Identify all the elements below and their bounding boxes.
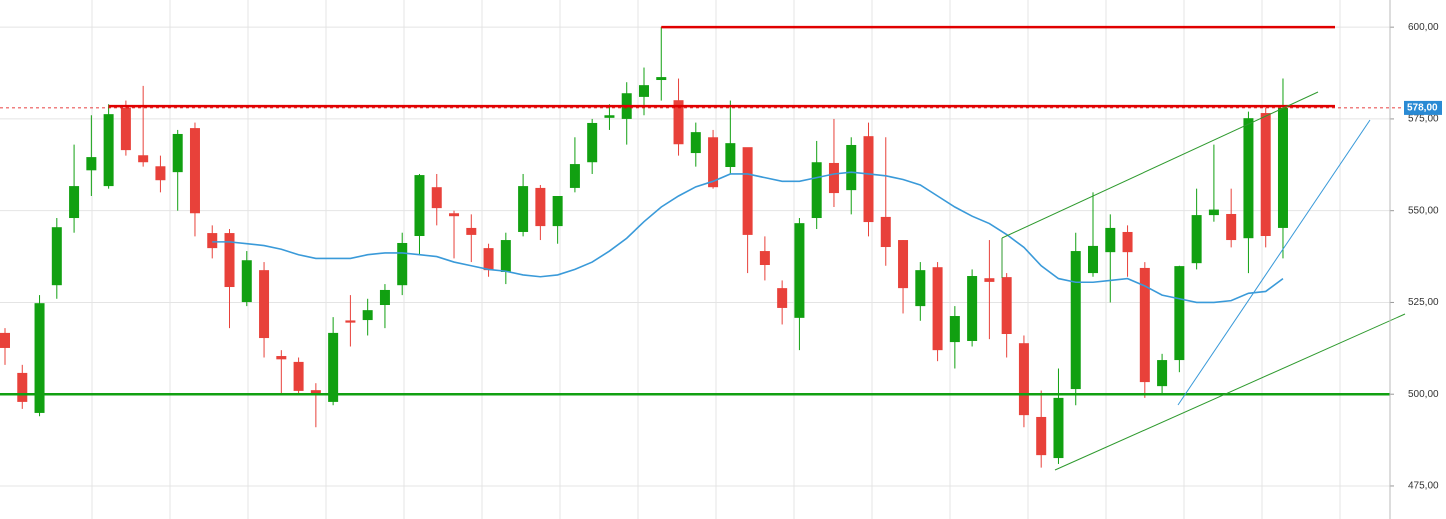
candle-body	[1260, 113, 1271, 237]
candle-body	[1036, 416, 1047, 456]
candle-body	[846, 144, 857, 191]
candle-body	[345, 320, 356, 323]
candle-body	[984, 278, 995, 282]
candle-body	[138, 155, 149, 163]
candle-body	[466, 227, 477, 235]
candle-body	[1122, 231, 1133, 253]
candle-body	[673, 100, 684, 145]
candle-body	[967, 276, 978, 341]
candle-body	[932, 267, 943, 351]
candle-body	[224, 233, 235, 288]
candle-body	[120, 107, 131, 151]
candle-body	[310, 390, 321, 395]
candle-body	[397, 242, 408, 286]
y-tick-label: 550,00	[1408, 205, 1439, 216]
y-tick-label: 500,00	[1408, 389, 1439, 400]
candle-body	[189, 128, 200, 214]
candle-body	[86, 157, 97, 171]
candle-body	[794, 223, 805, 318]
time-grid	[91, 0, 1341, 519]
candle-body	[725, 143, 736, 168]
y-tick-label: 575,00	[1408, 114, 1439, 125]
candle-body	[1191, 215, 1202, 264]
candle-body	[362, 310, 373, 321]
candle-body	[1105, 227, 1116, 253]
candle-body	[742, 147, 753, 235]
candle-body	[690, 132, 701, 154]
candle-body	[1053, 397, 1064, 459]
y-tick-label: 475,00	[1408, 481, 1439, 492]
moving-average	[212, 171, 1284, 304]
candle-body	[0, 332, 10, 348]
candle-body	[1157, 360, 1168, 387]
candle-body	[155, 166, 166, 181]
candle-body	[431, 187, 442, 209]
trend-line	[1001, 91, 1319, 239]
candle-body	[569, 164, 580, 188]
y-tick-label: 600,00	[1408, 22, 1439, 33]
candle-body	[276, 356, 287, 360]
candle-body	[1018, 343, 1029, 416]
candle-body	[863, 136, 874, 223]
plot: 475,00 500,00 525,00 550,00 575,00 600,00 578,…	[0, 22, 1442, 492]
trend-line	[1054, 313, 1406, 471]
candle-body	[638, 85, 649, 97]
candle-body	[915, 270, 926, 307]
candle-body	[587, 122, 598, 163]
candle-body	[708, 137, 719, 188]
candle-body	[1088, 245, 1099, 274]
candle-body	[241, 260, 252, 303]
candle-body	[949, 316, 960, 343]
candle-body	[414, 175, 425, 237]
candle-body	[1277, 107, 1288, 228]
candle-body	[535, 187, 546, 227]
candle-body	[811, 162, 822, 219]
candle-body	[17, 372, 28, 402]
candle-body	[1070, 251, 1081, 390]
candle-body	[328, 332, 339, 402]
candle-body	[656, 77, 667, 81]
candle-body	[379, 289, 390, 306]
last-price-label: 578,00	[1407, 103, 1438, 114]
candle-body	[898, 240, 909, 289]
last-price-box	[1404, 100, 1442, 115]
candle-body	[552, 196, 563, 227]
candle-body	[259, 270, 270, 339]
candle-body	[69, 186, 80, 219]
candle-body	[34, 303, 45, 413]
candle-body	[604, 115, 615, 118]
candle-body	[1243, 118, 1254, 239]
candle-body	[1139, 267, 1150, 383]
candle-body	[483, 248, 494, 271]
trend-line	[1177, 119, 1371, 406]
candle-body	[828, 162, 839, 194]
candle-body	[172, 133, 183, 173]
candle-body	[51, 227, 62, 286]
candle-body	[1174, 266, 1185, 361]
candle-body	[1226, 213, 1237, 241]
candle-body	[1001, 277, 1012, 335]
candle-body	[500, 240, 511, 272]
candle-body	[880, 216, 891, 248]
candle-body	[518, 186, 529, 232]
candle-body	[449, 213, 460, 217]
candle-body	[207, 233, 218, 249]
candle-body	[759, 251, 770, 266]
candle-body	[293, 361, 304, 391]
candle-body	[1208, 209, 1219, 216]
candle-body	[103, 114, 114, 187]
y-tick-label: 525,00	[1408, 297, 1439, 308]
candle-body	[777, 288, 788, 308]
